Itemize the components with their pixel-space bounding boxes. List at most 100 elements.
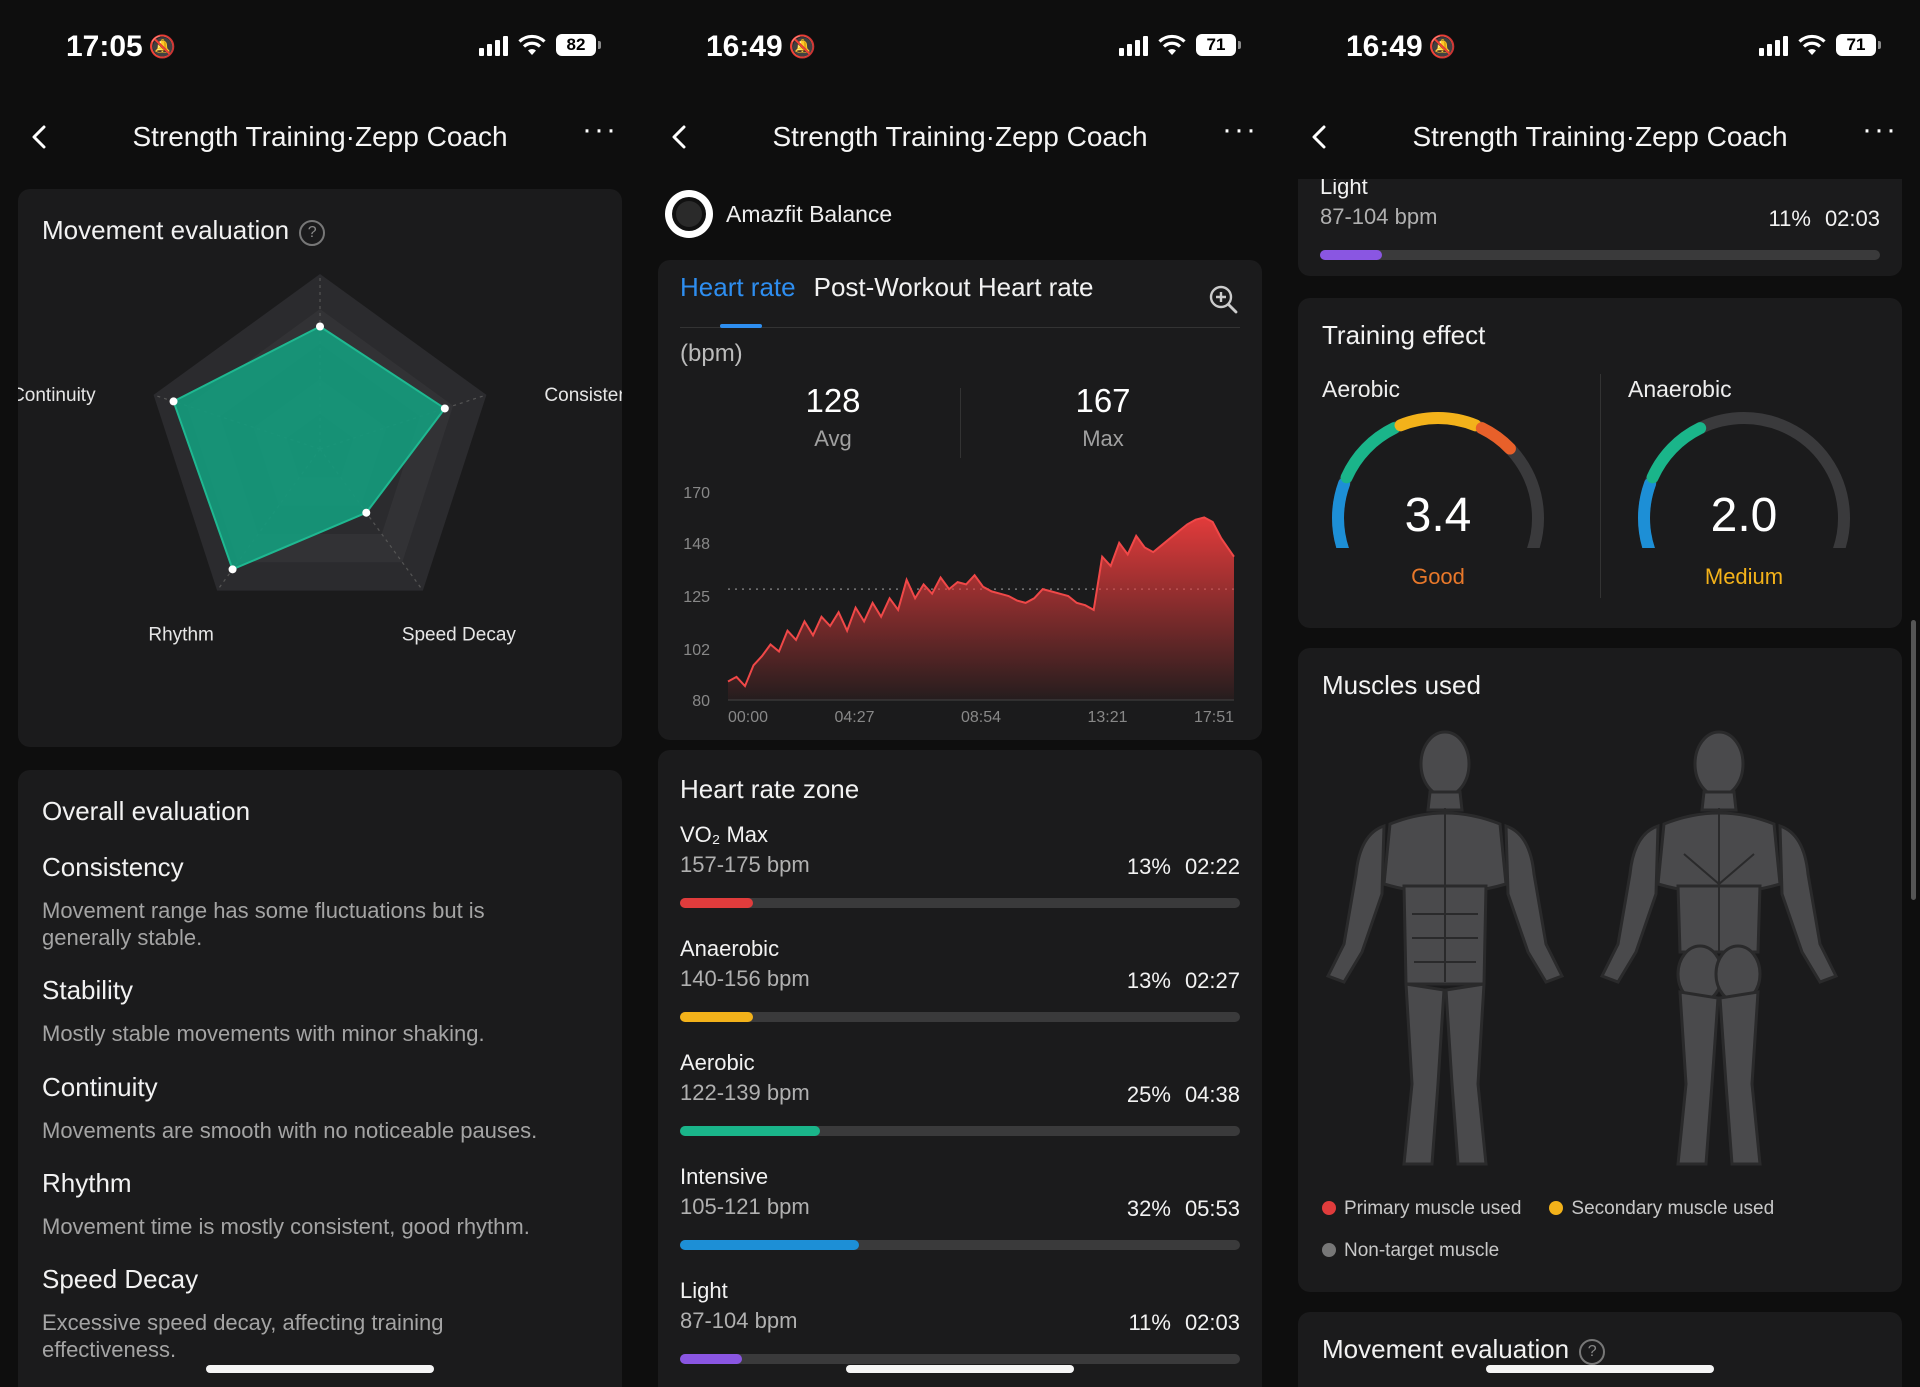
- y-tick-label: 170: [683, 485, 710, 502]
- zone-progress-fill: [680, 1126, 820, 1136]
- back-chevron-icon[interactable]: [662, 119, 698, 155]
- radar-point: [362, 508, 371, 517]
- bell-muted-icon: 🔕: [1428, 34, 1457, 59]
- body-front-figure: [1325, 730, 1565, 1166]
- gauge-segment: [1340, 422, 1401, 484]
- stats-divider: [960, 388, 961, 458]
- overall-evaluation-card: Overall evaluation Consistency Movement …: [18, 770, 622, 1387]
- evaluation-item-text: Movements are smooth with no noticeable …: [42, 1118, 538, 1143]
- zone-row-light: Light 87-104 bpm 11% 02:03: [1320, 174, 1880, 260]
- wifi-icon: [518, 34, 546, 55]
- legend-dot-primary: [1322, 1201, 1336, 1215]
- x-tick-label: 13:21: [1087, 709, 1127, 726]
- zone-time: 02:03: [1824, 206, 1880, 231]
- zone-percent: 13%: [1126, 968, 1171, 993]
- home-indicator: [846, 1365, 1074, 1373]
- zone-name: Aerobic: [680, 1050, 755, 1075]
- zone-name: Intensive: [680, 1164, 769, 1189]
- bell-muted-icon: 🔕: [148, 34, 177, 59]
- zone-percent: 13%: [1126, 854, 1171, 879]
- more-options-icon[interactable]: ···: [1222, 113, 1258, 146]
- radar-point: [169, 397, 178, 406]
- nav-bar: Strength Training·Zepp Coach ···: [0, 95, 640, 179]
- more-options-icon[interactable]: ···: [1862, 113, 1898, 146]
- zone-progress-fill: [680, 1240, 860, 1250]
- anaerobic-gauge: [1638, 412, 1850, 548]
- tab-divider: [680, 327, 1240, 328]
- phone-screen-1: 17:05 🔕 82 Strength Training·Zepp Coach ·…: [0, 0, 640, 1387]
- evaluation-item-text: Excessive speed decay, affecting trainin…: [42, 1310, 444, 1362]
- status-bar: 16:49 🔕 71: [640, 0, 1280, 95]
- heart-rate-line: [727, 516, 1235, 688]
- page-title: Strength Training·Zepp Coach: [772, 121, 1148, 152]
- zone-row: Intensive 105-121 bpm 32% 05:53: [680, 1164, 1240, 1250]
- zone-percent: 25%: [1126, 1082, 1171, 1107]
- nav-bar: Strength Training·Zepp Coach ···: [640, 95, 1280, 179]
- radar-point: [228, 565, 237, 574]
- help-icon[interactable]: ?: [299, 220, 326, 246]
- tab-post-workout-heart-rate[interactable]: Post-Workout Heart rate: [813, 272, 1094, 302]
- muscles-used-title: Muscles used: [1322, 670, 1481, 700]
- radar-label: Rhythm: [148, 625, 213, 646]
- anaerobic-label: Anaerobic: [1628, 376, 1732, 402]
- heart-rate-zone-card: Heart rate zone VO₂ Max 157-175 bpm 13% 02:…: [658, 750, 1262, 1387]
- scrollbar[interactable]: [1911, 620, 1916, 900]
- training-effect-title: Training effect: [1322, 320, 1486, 350]
- zone-name: VO₂ Max: [680, 822, 768, 847]
- zone-range: 140-156 bpm: [680, 966, 810, 991]
- cellular-signal-icon: [1119, 34, 1148, 56]
- zone-range: 87-104 bpm: [1320, 204, 1438, 229]
- back-chevron-icon[interactable]: [1302, 119, 1338, 155]
- aerobic-label: Aerobic: [1322, 376, 1400, 402]
- zone-progress-track: [680, 1012, 1240, 1022]
- zone-name: Anaerobic: [680, 936, 780, 961]
- radar-label: Consistency: [544, 385, 622, 406]
- status-time: 17:05 🔕: [66, 30, 177, 63]
- aerobic-rating: Good: [1411, 564, 1465, 589]
- help-icon[interactable]: ?: [1579, 1339, 1606, 1365]
- evaluation-item-rhythm: Rhythm Movement time is mostly consisten…: [42, 1168, 602, 1240]
- tab-active-indicator: [720, 324, 762, 328]
- radar-label: Speed Decay: [402, 625, 517, 646]
- zone-row: Aerobic 122-139 bpm 25% 04:38: [680, 1050, 1240, 1136]
- home-indicator: [1486, 1365, 1714, 1373]
- y-tick-label: 148: [683, 536, 710, 553]
- gauge-segment: [1394, 412, 1482, 432]
- zone-progress-fill: [680, 1354, 742, 1364]
- aerobic-value: 3.4: [1404, 489, 1472, 542]
- phone-screen-2: 16:49 🔕 71 Strength Training·Zepp Coach ·…: [640, 0, 1280, 1387]
- zoom-in-icon[interactable]: [1208, 284, 1240, 316]
- light-zone-card: Light 87-104 bpm 11% 02:03: [1298, 170, 1902, 276]
- zone-percent: 11%: [1768, 206, 1811, 231]
- heart-rate-zone-title: Heart rate zone: [680, 774, 860, 804]
- tab-heart-rate[interactable]: Heart rate: [680, 272, 796, 302]
- legend-dot-secondary: [1549, 1201, 1564, 1215]
- zone-range: 105-121 bpm: [680, 1194, 810, 1219]
- zone-progress-track: [680, 1354, 1240, 1364]
- x-tick-label: 17:51: [1194, 709, 1234, 726]
- aerobic-gauge: [1332, 412, 1544, 548]
- gauge-segment: [1638, 477, 1657, 548]
- watch-icon: [665, 190, 713, 238]
- x-tick-label: 08:54: [961, 709, 1001, 726]
- y-tick-label: 102: [683, 642, 710, 659]
- page-title: Strength Training·Zepp Coach: [1412, 121, 1788, 152]
- battery-icon: 82: [556, 34, 601, 56]
- zone-row: Anaerobic 140-156 bpm 13% 02:27: [680, 936, 1240, 1022]
- x-tick-label: 04:27: [834, 709, 874, 726]
- zone-row: Light 87-104 bpm 11% 02:03: [680, 1278, 1240, 1364]
- wifi-icon: [1798, 34, 1826, 55]
- radar-label: Continuity: [18, 385, 96, 406]
- max-value: 167: [1075, 382, 1131, 419]
- zone-percent: 11%: [1128, 1310, 1171, 1335]
- more-options-icon[interactable]: ···: [582, 113, 618, 146]
- device-row: Amazfit Balance: [664, 189, 892, 239]
- evaluation-item-text: Mostly stable movements with minor shaki…: [42, 1021, 485, 1046]
- zone-percent: 32%: [1126, 1196, 1171, 1221]
- home-indicator: [206, 1365, 434, 1373]
- legend-dot-non-target: [1322, 1243, 1336, 1257]
- back-chevron-icon[interactable]: [22, 119, 58, 155]
- zone-progress-track: [1320, 250, 1880, 260]
- evaluation-item-consistency: Consistency Movement range has some fluc…: [42, 852, 562, 951]
- zone-progress-fill: [680, 898, 753, 908]
